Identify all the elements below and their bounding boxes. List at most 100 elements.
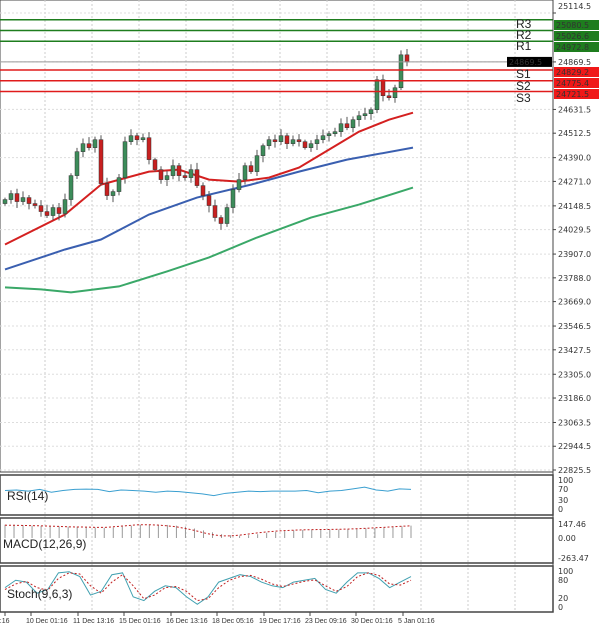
y-tick-label: 22944.5 [558, 442, 591, 451]
candle-body [308, 143, 314, 148]
candle [296, 134, 302, 147]
candle [206, 190, 212, 213]
candle-body [200, 185, 206, 196]
stoch-k-line [4, 571, 412, 605]
level-label-S3: S3 [516, 91, 531, 105]
candle-body [380, 79, 386, 97]
candle [176, 163, 182, 182]
level-price-tag [554, 89, 599, 99]
candle-body [356, 115, 362, 120]
level-price-tag [554, 20, 599, 30]
candle [152, 157, 158, 172]
macd-tick: 147.46 [558, 520, 586, 529]
candle-body [392, 87, 398, 99]
candle-body [74, 151, 80, 176]
x-tick-label: 11 Dec 13:16 [73, 618, 114, 625]
candle [284, 132, 290, 150]
x-tick-label: 16 Dec 13:16 [166, 618, 208, 625]
candle-body [116, 177, 122, 192]
rsi-tick: 30 [558, 496, 568, 505]
rsi-tick: 0 [558, 505, 563, 514]
x-tick-label: 10 Dec 01:16 [26, 618, 68, 625]
candle [404, 49, 410, 67]
x-tick-label: 15 Dec 01:16 [119, 618, 161, 625]
candle-body [302, 141, 308, 148]
level-price-tag [554, 42, 599, 52]
candle-body [104, 183, 110, 196]
y-tick-label: 23546.5 [558, 322, 591, 331]
candle [302, 139, 308, 150]
level-price-tag [554, 67, 599, 77]
main-pane-border [0, 0, 554, 473]
x-tick-label: 19 Dec 17:16 [259, 618, 301, 625]
candle [56, 202, 62, 221]
level-price: 24829.2 [556, 68, 589, 77]
candle [98, 135, 104, 186]
candle [266, 136, 272, 150]
candle-body [230, 189, 236, 208]
candle-body [80, 143, 86, 152]
candle-body [236, 179, 242, 190]
candle-body [296, 139, 302, 142]
candle [308, 140, 314, 152]
candle [332, 127, 338, 137]
rsi-tick: 70 [558, 485, 568, 494]
candle [200, 182, 206, 201]
candle-body [254, 155, 260, 172]
level-price: 25080.5 [556, 21, 589, 30]
candle-body [338, 123, 344, 132]
candle-body [98, 139, 104, 184]
candle [32, 199, 38, 209]
candle-body [20, 197, 26, 202]
level-label-R2: R2 [516, 28, 532, 42]
candle [164, 170, 170, 186]
rsi-tick: 100 [558, 476, 573, 485]
candle-body [68, 175, 74, 200]
candle [2, 197, 8, 206]
candle [218, 215, 224, 230]
candle [356, 111, 362, 127]
candle-body [56, 207, 62, 214]
green-moving-average [4, 186, 414, 294]
y-tick-label: 23788.0 [558, 274, 591, 283]
candle-body [8, 193, 14, 200]
candle-body [266, 139, 272, 146]
candle [20, 191, 26, 206]
candle [170, 159, 176, 180]
candle [392, 84, 398, 103]
stoch-pane [0, 565, 554, 613]
level-price-tag [554, 78, 599, 88]
y-tick-label: 24271.0 [558, 177, 591, 186]
candle-body [278, 135, 284, 142]
candle [140, 133, 146, 143]
candle [278, 129, 284, 145]
candle-body [140, 137, 146, 140]
level-label-S1: S1 [516, 67, 531, 81]
candle-body [386, 95, 392, 99]
candle [290, 135, 296, 147]
candle [338, 118, 344, 137]
candle-body [320, 135, 326, 140]
candle [116, 174, 122, 196]
candle-body [350, 119, 356, 128]
candle-body [44, 211, 50, 216]
macd-tick: 0.00 [558, 534, 576, 543]
x-tick-label: 30 Dec 01:16 [351, 618, 393, 625]
level-price: 24775.4 [556, 79, 589, 88]
y-tick-label: 24869.5 [558, 58, 591, 67]
level-price: 24721.5 [556, 90, 589, 99]
candle-body [50, 207, 56, 216]
candle [374, 75, 380, 114]
level-label-R1: R1 [516, 39, 532, 53]
candle-body [92, 139, 98, 148]
candle-body [368, 109, 374, 114]
candle [194, 162, 200, 188]
candle [212, 199, 218, 222]
candle-body [152, 159, 158, 170]
stoch-tick: 80 [558, 576, 568, 585]
candle [320, 129, 326, 144]
candle-body [242, 165, 248, 180]
candle-body [224, 207, 230, 224]
current-price: 24869.5 [509, 58, 542, 67]
